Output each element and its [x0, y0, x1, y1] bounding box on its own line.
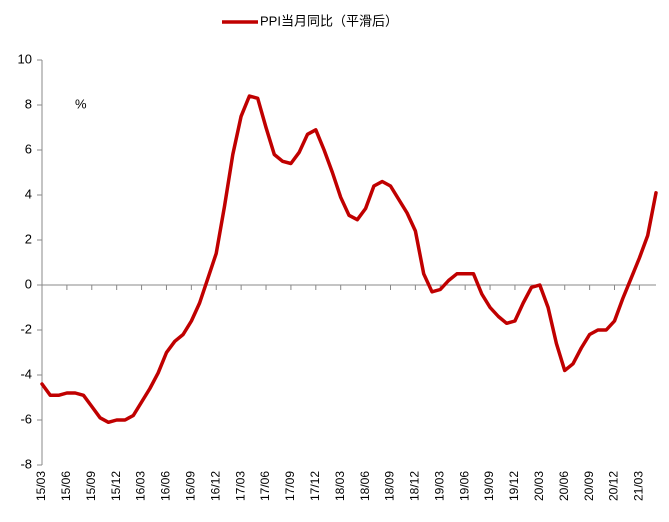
x-tick-label: 19/06 [457, 471, 471, 501]
x-tick-label: 15/09 [84, 471, 98, 501]
x-tick-label: 20/09 [582, 471, 596, 501]
x-tick-label: 19/03 [432, 471, 446, 501]
x-tick-label: 20/03 [532, 471, 546, 501]
x-tick-label: 20/12 [607, 471, 621, 501]
y-tick-label: 8 [25, 96, 32, 111]
line-series [40, 94, 658, 425]
legend-label: PPI当月同比（平滑后） [260, 13, 398, 28]
y-tick-label: 10 [18, 51, 32, 66]
x-tick-label: 19/12 [507, 471, 521, 501]
x-tick-label: 15/03 [34, 471, 48, 501]
y-tick-label: -2 [20, 321, 32, 336]
y-tick-label: -6 [20, 411, 32, 426]
x-tick-label: 16/06 [159, 471, 173, 501]
x-tick-label: 17/06 [258, 471, 272, 501]
unit-label: % [75, 96, 87, 111]
y-tick-label: 6 [25, 141, 32, 156]
x-tick-label: 18/12 [408, 471, 422, 501]
y-tick-label: 0 [25, 276, 32, 291]
x-tick-label: 15/12 [109, 471, 123, 501]
x-tick-label: 18/09 [383, 471, 397, 501]
x-tick-label: 21/03 [632, 471, 646, 501]
x-tick-label: 17/12 [308, 471, 322, 501]
x-tick-label: 18/06 [358, 471, 372, 501]
y-tick-label: -4 [20, 366, 32, 381]
x-tick-label: 16/12 [208, 471, 222, 501]
x-tick-label: 19/09 [482, 471, 496, 501]
x-tick-label: 17/03 [233, 471, 247, 501]
x-tick-label: 20/06 [557, 471, 571, 501]
x-tick-label: 18/03 [333, 471, 347, 501]
y-tick-label: -8 [20, 456, 32, 471]
x-tick-label: 16/09 [184, 471, 198, 501]
y-tick-label: 4 [25, 186, 32, 201]
x-tick-label: 16/03 [134, 471, 148, 501]
x-tick-label: 15/06 [59, 471, 73, 501]
x-tick-label: 17/09 [283, 471, 297, 501]
y-tick-label: 2 [25, 231, 32, 246]
